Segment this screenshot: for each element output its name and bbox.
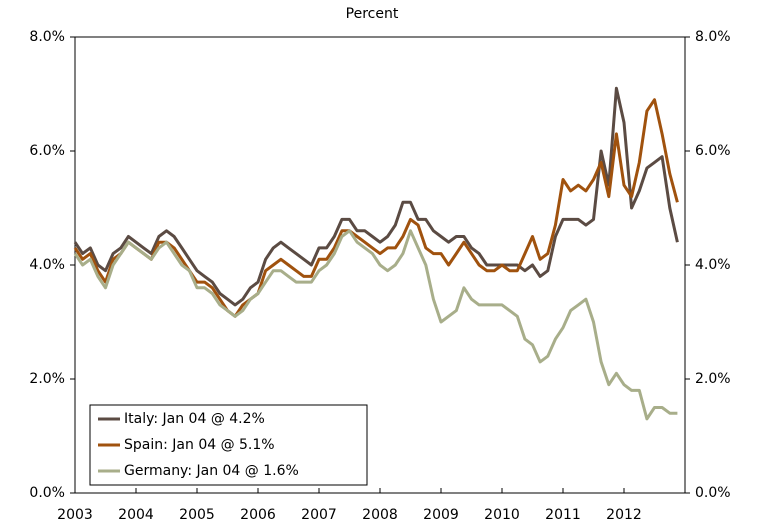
x-tick-label: 2008: [362, 507, 398, 523]
legend-label: Germany: Jan 04 @ 1.6%: [124, 463, 299, 479]
legend-label: Spain: Jan 04 @ 5.1%: [124, 437, 275, 453]
x-tick-label: 2007: [301, 507, 337, 523]
x-tick-label: 2004: [118, 507, 154, 523]
x-tick-label: 2009: [423, 507, 459, 523]
x-tick-label: 2011: [545, 507, 581, 523]
series-line: [73, 86, 679, 307]
x-tick-label: 2005: [179, 507, 215, 523]
y2-tick-label: 6.0%: [695, 143, 731, 159]
series-line: [73, 98, 679, 318]
series-line: [73, 229, 678, 421]
x-tick-label: 2006: [240, 507, 276, 523]
y-tick-label: 4.0%: [29, 257, 65, 273]
y-tick-label: 8.0%: [29, 29, 65, 45]
x-tick-label: 2010: [484, 507, 520, 523]
y2-tick-label: 8.0%: [695, 29, 731, 45]
y-tick-label: 6.0%: [29, 143, 65, 159]
y-tick-label: 0.0%: [29, 485, 65, 501]
y2-tick-label: 0.0%: [695, 485, 731, 501]
y-tick-label: 2.0%: [29, 371, 65, 387]
y2-tick-label: 4.0%: [695, 257, 731, 273]
y2-tick-label: 2.0%: [695, 371, 731, 387]
legend-label: Italy: Jan 04 @ 4.2%: [124, 411, 265, 427]
x-tick-label: 2003: [57, 507, 93, 523]
legend-box: [89, 404, 368, 486]
x-tick-label: 2012: [606, 507, 642, 523]
chart-title: Percent: [346, 6, 399, 22]
